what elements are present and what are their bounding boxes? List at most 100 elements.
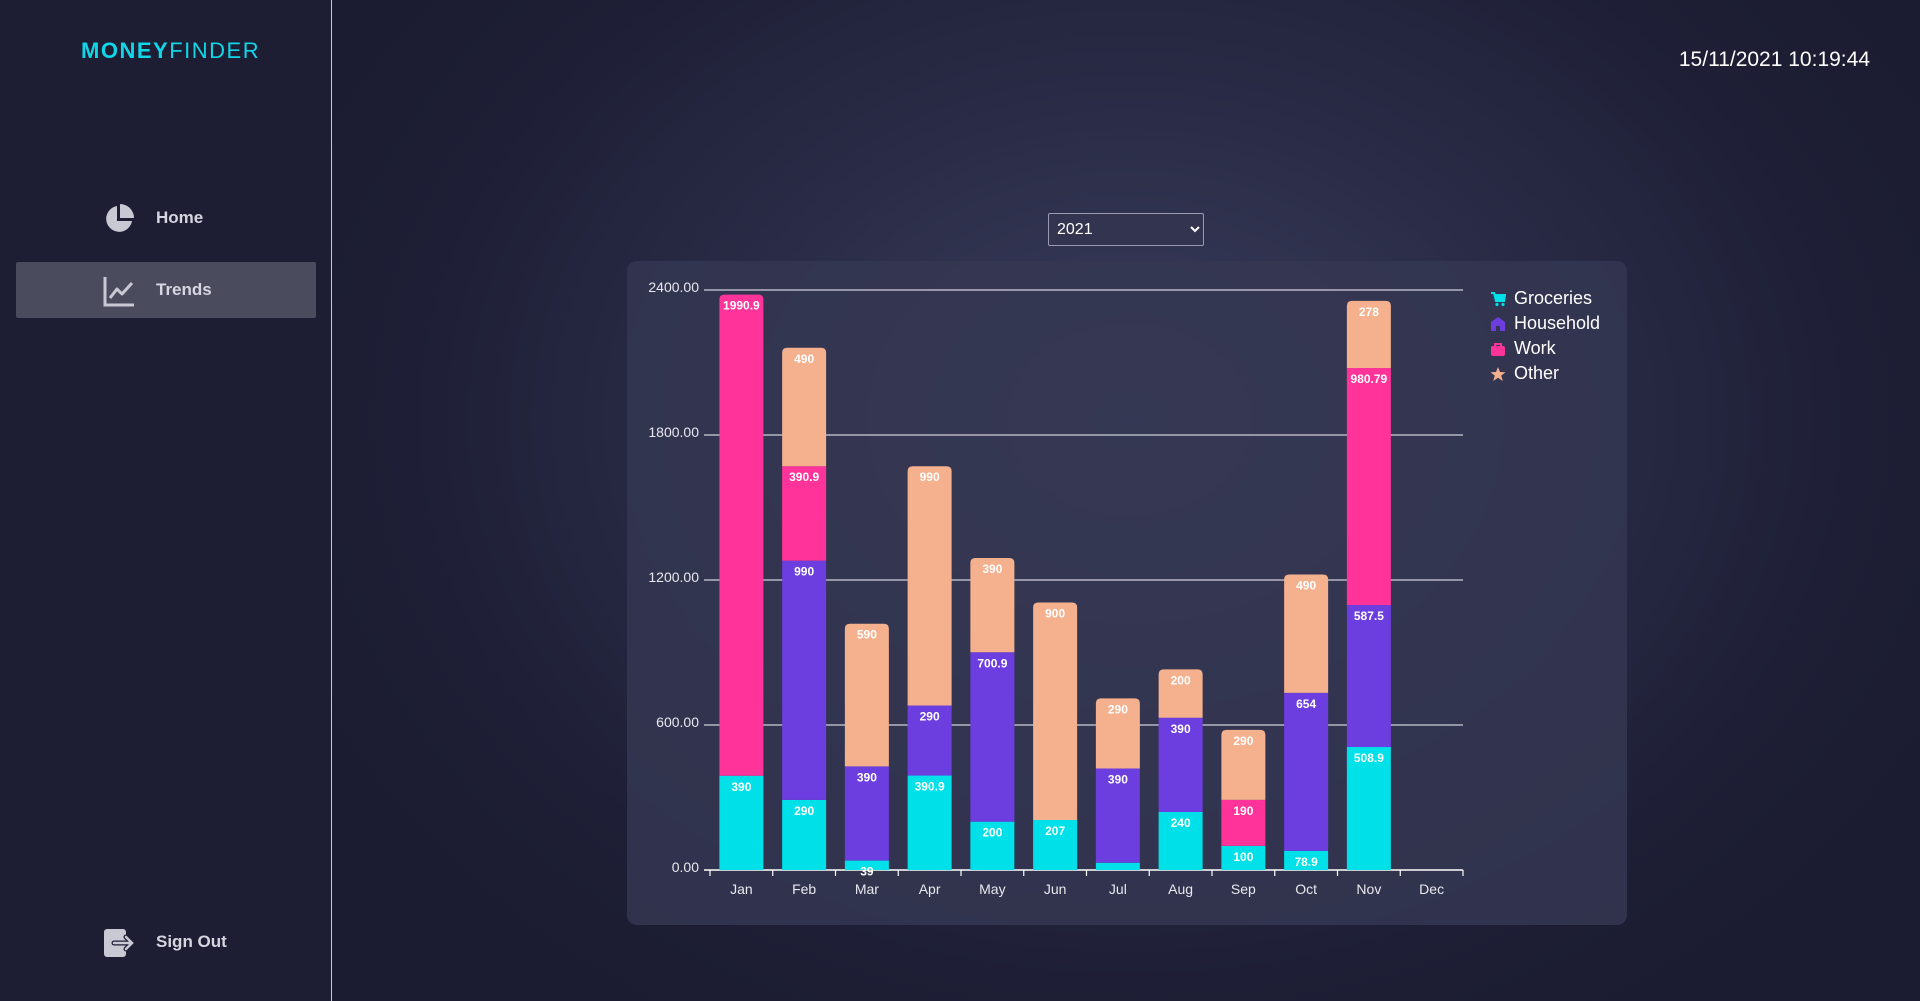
x-tick-label: Dec: [1419, 881, 1444, 897]
legend-label: Groceries: [1514, 288, 1593, 308]
bar-segment: [844, 860, 889, 870]
data-label: 240: [1171, 816, 1191, 830]
bar-segment: [1095, 862, 1140, 870]
data-label: 390: [1171, 722, 1191, 736]
legend-item-work[interactable]: Work: [1490, 336, 1600, 361]
legend-label: Work: [1514, 338, 1556, 358]
bar-segment: [1095, 698, 1140, 769]
bar-segment: [1158, 717, 1203, 812]
data-label: 390: [982, 562, 1002, 576]
data-label: 278: [1359, 305, 1379, 319]
bar-segment: [907, 775, 952, 870]
data-label: 200: [982, 826, 1002, 840]
bar-segment: [844, 623, 889, 767]
bar-segment: [1033, 819, 1078, 870]
data-label: 980.79: [1351, 372, 1388, 386]
legend-item-groceries[interactable]: Groceries: [1490, 286, 1600, 311]
bar-segment: [907, 705, 952, 776]
bar-segment: [970, 558, 1015, 653]
y-tick-label: 1800.00: [648, 424, 699, 440]
legend-label: Other: [1514, 363, 1560, 383]
data-label: 390.9: [915, 780, 945, 794]
logo-bold: MONEY: [81, 38, 170, 63]
x-tick-label: Mar: [855, 881, 879, 897]
bar-segment: [1346, 300, 1391, 369]
data-label: 290: [1108, 702, 1128, 716]
x-tick-label: May: [979, 881, 1005, 897]
bar-segment: [1346, 368, 1391, 606]
data-label: 900: [1045, 606, 1065, 620]
data-label: 390.9: [789, 470, 819, 484]
bar-segment: [719, 294, 764, 776]
x-tick-label: Oct: [1295, 881, 1317, 897]
data-label: 207: [1045, 824, 1065, 838]
sidebar-item-home[interactable]: Home: [16, 190, 316, 246]
data-label: 390: [731, 780, 751, 794]
cart-icon: [1491, 291, 1506, 306]
data-label: 490: [794, 352, 814, 366]
sidebar-item-label: Trends: [156, 280, 212, 299]
bar-segment: [1284, 692, 1329, 851]
sidebar-item-trends[interactable]: Trends: [16, 262, 316, 318]
y-tick-label: 2400.00: [648, 279, 699, 295]
data-label: 290: [1233, 734, 1253, 748]
sidebar: MONEYFINDER Home Trends Sign Out: [0, 0, 332, 1001]
x-tick-label: Jan: [730, 881, 753, 897]
bar-segment: [1095, 768, 1140, 863]
sign-out-label: Sign Out: [156, 932, 227, 951]
bar-segment: [1158, 669, 1203, 718]
x-tick-label: Apr: [919, 881, 941, 897]
year-select[interactable]: 2021: [1048, 213, 1204, 246]
app-logo: MONEYFINDER: [81, 38, 260, 64]
bar-segment: [1346, 747, 1391, 870]
bar-segment: [1158, 812, 1203, 870]
star-icon: [1490, 366, 1506, 381]
legend-item-other[interactable]: Other: [1490, 361, 1600, 386]
y-tick-label: 1200.00: [648, 569, 699, 585]
data-label: 290: [920, 709, 940, 723]
y-tick-label: 0.00: [672, 859, 699, 875]
data-label: 587.5: [1354, 609, 1384, 623]
bar-segment: [1284, 574, 1329, 693]
data-label: 700.9: [977, 656, 1007, 670]
bar-segment: [1033, 602, 1078, 820]
data-label: 490: [1296, 578, 1316, 592]
line-chart-icon: [103, 277, 134, 307]
data-label: 990: [920, 470, 940, 484]
bar-segment: [1221, 729, 1266, 800]
x-tick-label: Jul: [1109, 881, 1127, 897]
data-label: 390: [857, 770, 877, 784]
house-icon: [1491, 316, 1505, 331]
data-label: 508.9: [1354, 751, 1384, 765]
stacked-bar-chart: 0.00 600.00 1200.00 1800.00 2400.00 390 1990.9…: [648, 279, 1464, 897]
data-label: 100: [1233, 850, 1253, 864]
bar-segment: [907, 466, 952, 706]
data-label: 200: [1171, 673, 1191, 687]
sidebar-item-label: Home: [156, 208, 204, 227]
data-label: 654: [1296, 697, 1316, 711]
bar-segment: [1346, 605, 1391, 748]
sign-out-icon: [104, 929, 136, 957]
bar-segment: [1221, 799, 1266, 846]
bar-segment: [1221, 845, 1266, 870]
briefcase-icon: [1491, 342, 1505, 356]
sign-out-button[interactable]: Sign Out: [16, 914, 316, 970]
x-tick-label: Sep: [1231, 881, 1256, 897]
bar-segment: [1284, 850, 1329, 870]
legend-item-household[interactable]: Household: [1490, 311, 1600, 336]
pie-chart-icon: [106, 204, 134, 232]
data-label: 990: [794, 565, 814, 579]
data-label: 390: [1108, 773, 1128, 787]
y-tick-label: 600.00: [656, 714, 699, 730]
bar-segment: [782, 560, 827, 800]
bar-segment: [719, 775, 764, 870]
x-tick-label: Jun: [1044, 881, 1067, 897]
logo-thin: FINDER: [169, 38, 261, 63]
data-label: 39: [860, 865, 874, 879]
bar-segment: [844, 766, 889, 861]
data-label: 1990.9: [723, 299, 760, 313]
data-label: 290: [794, 804, 814, 818]
bar-segment: [782, 466, 827, 561]
bar-segment: [970, 821, 1015, 870]
x-tick-label: Feb: [792, 881, 816, 897]
